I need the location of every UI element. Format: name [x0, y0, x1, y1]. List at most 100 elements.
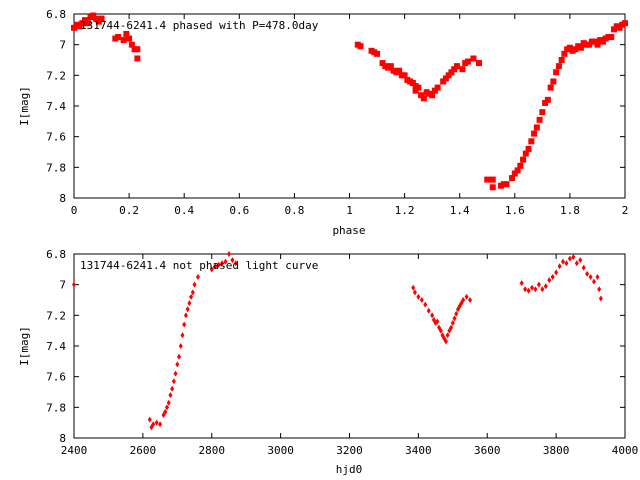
phased-light-curve-panel: 0 0.2 0.4 0.6 0.8 1 1.2 1.4 1.6 1.8 2 6.8 7 7.2 7.4 7.6… [18, 8, 628, 237]
unphased-data-point [543, 283, 548, 290]
unphased-data-point [187, 300, 192, 307]
unphased-data-point [588, 274, 593, 280]
phased-data-point [412, 87, 419, 94]
unphased-data-point [163, 408, 168, 415]
unphased-data-point [454, 310, 459, 317]
unphased-data-point [173, 370, 178, 377]
phased-data-point [528, 138, 535, 145]
unphased-data-point [175, 361, 180, 368]
phased-plot-frame [73, 13, 626, 199]
unphased-x-tick-label: 3400 [405, 444, 432, 457]
phased-x-tick-label: 1.8 [560, 204, 580, 217]
unphased-data-point [423, 301, 428, 308]
phased-data-point [561, 50, 568, 57]
unphased-x-tick-label: 2600 [130, 444, 157, 457]
unphased-data-point [183, 312, 188, 319]
unphased-data-point [598, 295, 603, 302]
unphased-data-point [190, 289, 195, 296]
phased-data-point [420, 95, 427, 102]
phased-y-axis-label: I[mag] [18, 86, 31, 126]
unphased-x-tick-label: 3600 [474, 444, 501, 457]
unphased-data-point [523, 286, 528, 293]
phased-data-point [531, 130, 538, 137]
unphased-axis-ticks: 2400 2600 2800 3000 3200 3400 3600 3800 4000 6.8 7… [46, 248, 638, 457]
phased-data-point [591, 38, 598, 45]
unphased-data-point [452, 315, 457, 322]
phased-data-point [128, 41, 135, 48]
unphased-data-point [592, 278, 597, 285]
phased-data-point [82, 17, 89, 24]
unphased-data-point [526, 287, 531, 294]
unphased-data-point [216, 261, 221, 268]
phased-x-tick-label: 0.2 [119, 204, 139, 217]
phased-data-point [553, 69, 560, 76]
unphased-data-point [595, 274, 600, 280]
unphased-data-point [223, 258, 228, 265]
phased-data-point [120, 37, 127, 44]
phased-x-tick-label: 1.6 [505, 204, 525, 217]
unphased-y-tick-label: 7 [59, 279, 66, 292]
phased-x-tick-label: 1.4 [450, 204, 470, 217]
phased-axis-ticks: 0 0.2 0.4 0.6 0.8 1 1.2 1.4 1.6 1.8 2 6.8 7 7.2 7.4 7.6… [46, 8, 628, 217]
unphased-y-tick-label: 8 [59, 432, 66, 445]
phased-data-point [547, 84, 554, 91]
phased-data-point [418, 92, 425, 99]
unphased-data-point [567, 255, 572, 262]
phased-data-point [522, 150, 529, 157]
unphased-data-point [419, 297, 424, 303]
unphased-data-point [564, 260, 569, 267]
phased-data-point [525, 145, 532, 152]
phased-data-point [484, 176, 491, 183]
unphased-data-point [220, 260, 225, 267]
unphased-data-point [445, 332, 450, 339]
phased-data-point [608, 34, 615, 40]
phased-data-point [514, 167, 521, 174]
unphased-data-point [557, 263, 562, 270]
phased-data-point [396, 67, 403, 74]
unphased-data-point [178, 343, 183, 349]
unphased-data-point [443, 338, 448, 345]
phased-data-point [610, 26, 617, 33]
unphased-data-point [209, 266, 214, 273]
unphased-x-tick-label: 3000 [267, 444, 294, 457]
phased-data-point [95, 18, 102, 25]
unphased-x-tick-label: 2800 [199, 444, 226, 457]
unphased-data-point [430, 312, 435, 319]
phased-data-point [594, 41, 601, 48]
unphased-data-point [166, 399, 171, 406]
phased-chart-title: 131744-6241.4 phased with P=478.0day [80, 19, 319, 32]
unphased-data-point [449, 324, 454, 331]
unphased-x-tick-label: 2400 [61, 444, 88, 457]
phased-data-point [448, 69, 455, 76]
phased-data-point [379, 60, 386, 67]
phased-data-point [489, 176, 496, 183]
unphased-data-point [182, 321, 187, 328]
unphased-data-points [72, 251, 603, 431]
phased-data-point [459, 66, 466, 73]
phased-data-point [374, 50, 381, 57]
unphased-data-point [581, 264, 586, 271]
unphased-y-tick-label: 6.8 [46, 248, 66, 261]
phased-data-point [550, 78, 557, 85]
phased-y-tick-label: 8 [59, 192, 66, 205]
unphased-x-tick-label: 4000 [612, 444, 639, 457]
unphased-data-point [438, 327, 443, 334]
phased-data-point [415, 84, 422, 91]
phased-x-tick-label: 2 [622, 204, 629, 217]
phased-data-point [489, 184, 496, 191]
unphased-data-point [597, 286, 602, 293]
unphased-data-point [536, 281, 541, 288]
phased-data-point [517, 162, 524, 169]
phased-data-point [98, 15, 105, 22]
phased-data-point [401, 72, 408, 79]
phased-y-tick-label: 7.6 [46, 131, 66, 144]
phased-data-point [616, 24, 623, 31]
unphased-x-axis-label: hjd0 [336, 463, 363, 476]
phased-x-tick-label: 0.4 [174, 204, 194, 217]
unphased-data-point [574, 260, 579, 267]
unphased-data-point [185, 306, 190, 313]
unphased-data-point [168, 392, 173, 399]
phased-data-point [429, 92, 436, 99]
phased-data-point [453, 63, 460, 70]
